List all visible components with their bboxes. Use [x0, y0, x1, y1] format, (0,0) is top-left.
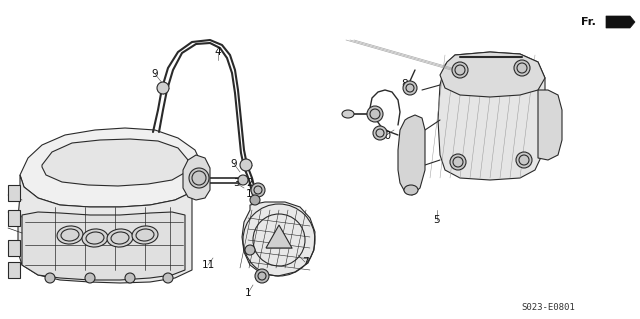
Text: 8: 8 — [402, 79, 408, 89]
Polygon shape — [8, 210, 20, 226]
Text: 9: 9 — [152, 69, 158, 79]
Circle shape — [514, 60, 530, 76]
Polygon shape — [18, 175, 192, 283]
Circle shape — [245, 245, 255, 255]
Ellipse shape — [132, 226, 158, 244]
Ellipse shape — [342, 110, 354, 118]
Polygon shape — [440, 52, 545, 97]
Polygon shape — [183, 155, 210, 200]
Circle shape — [367, 106, 383, 122]
Circle shape — [450, 154, 466, 170]
Circle shape — [189, 168, 209, 188]
Polygon shape — [266, 225, 292, 248]
Text: 9: 9 — [230, 159, 237, 169]
Polygon shape — [8, 262, 20, 278]
Ellipse shape — [107, 229, 133, 247]
Circle shape — [251, 183, 265, 197]
Polygon shape — [20, 128, 202, 207]
Text: 7: 7 — [301, 257, 308, 267]
Text: 6: 6 — [372, 107, 378, 117]
Circle shape — [516, 152, 532, 168]
Circle shape — [403, 81, 417, 95]
Ellipse shape — [404, 185, 418, 195]
Polygon shape — [398, 115, 425, 195]
Circle shape — [238, 175, 248, 185]
Circle shape — [45, 273, 55, 283]
Text: 4: 4 — [214, 47, 221, 57]
Circle shape — [250, 195, 260, 205]
Polygon shape — [242, 202, 315, 276]
Polygon shape — [606, 16, 635, 28]
Ellipse shape — [82, 229, 108, 247]
Text: 11: 11 — [245, 189, 259, 199]
Polygon shape — [8, 185, 20, 201]
Polygon shape — [42, 139, 188, 186]
Circle shape — [255, 269, 269, 283]
Text: 10: 10 — [378, 131, 392, 141]
Circle shape — [452, 62, 468, 78]
Text: Fr.: Fr. — [581, 17, 596, 27]
Polygon shape — [538, 90, 562, 160]
Polygon shape — [438, 52, 545, 180]
Circle shape — [163, 273, 173, 283]
Polygon shape — [8, 240, 20, 256]
Text: 2: 2 — [246, 178, 253, 188]
Text: 11: 11 — [202, 260, 214, 270]
Circle shape — [373, 126, 387, 140]
Text: S023-E0801: S023-E0801 — [521, 303, 575, 313]
Circle shape — [240, 159, 252, 171]
Circle shape — [157, 82, 169, 94]
Text: 1: 1 — [244, 288, 252, 298]
Ellipse shape — [57, 226, 83, 244]
Circle shape — [125, 273, 135, 283]
Text: 3: 3 — [233, 178, 239, 188]
Polygon shape — [22, 212, 185, 280]
Circle shape — [85, 273, 95, 283]
Text: 5: 5 — [434, 215, 440, 225]
